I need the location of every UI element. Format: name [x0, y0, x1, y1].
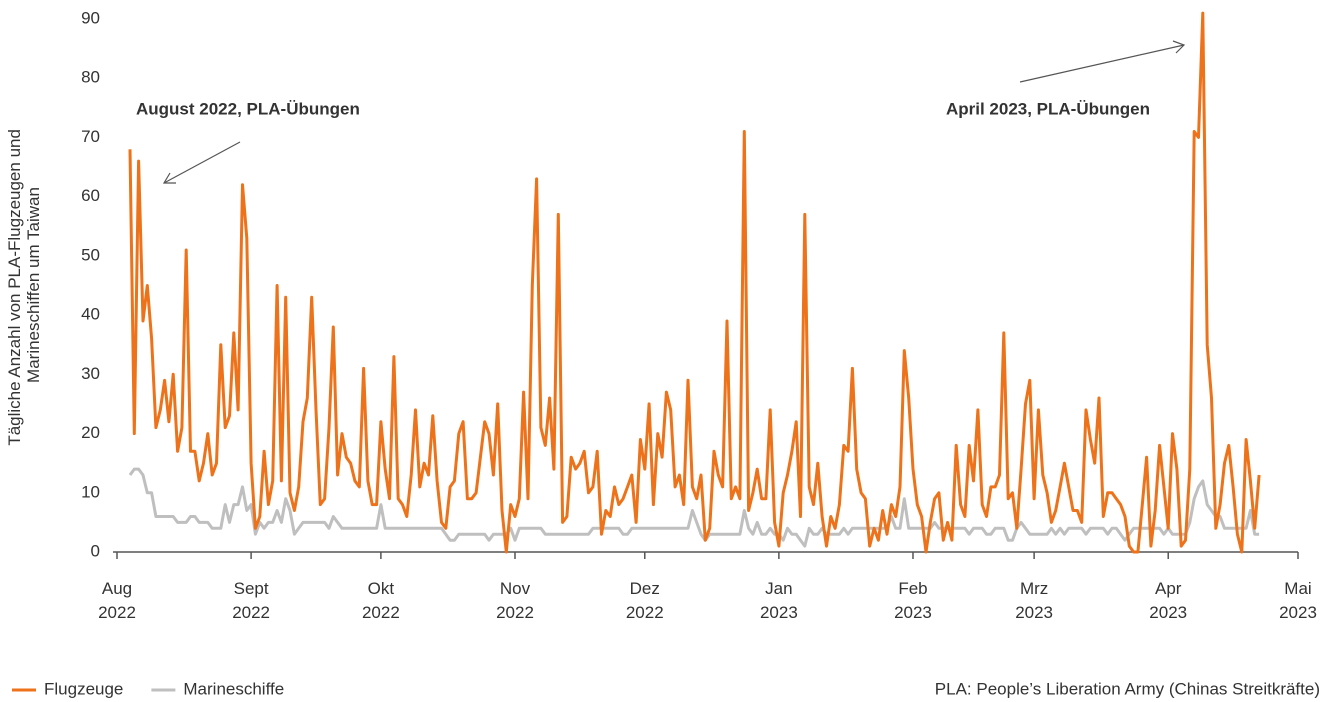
x-tick-label: Apr 2023	[1149, 579, 1187, 622]
x-tick-label-line: Feb	[898, 579, 927, 598]
y-tick-label: 30	[81, 364, 100, 383]
y-tick-label: 70	[81, 127, 100, 146]
legend-label: Flugzeuge	[44, 679, 123, 698]
x-tick-label-line: 2022	[232, 603, 270, 622]
x-tick-label-line: Mrz	[1020, 579, 1048, 598]
x-tick-label: Mai 2023	[1279, 579, 1317, 622]
y-tick-label: 20	[81, 423, 100, 442]
x-tick-label-line: Okt	[368, 579, 395, 598]
annotation-arrow	[1019, 44, 1185, 83]
series-line	[128, 11, 1261, 554]
x-tick-label: Feb 2023	[894, 579, 932, 622]
x-tick-label-line: 2023	[1149, 603, 1187, 622]
x-tick-label-line: Apr	[1155, 579, 1182, 598]
x-tick-label-line: 2023	[1015, 603, 1053, 622]
x-tick-label-line: 2023	[894, 603, 932, 622]
x-tick-label: Jan 2023	[760, 579, 798, 622]
y-axis-label-line: Marineschiffen um Taiwan	[24, 187, 43, 383]
y-tick-label: 80	[81, 68, 100, 87]
y-axis-label: Tägliche Anzahl von PLA-Flugzeugen und M…	[5, 124, 43, 445]
x-tick-label-line: 2023	[1279, 603, 1317, 622]
y-axis-label-line: Tägliche Anzahl von PLA-Flugzeugen und	[5, 129, 24, 446]
x-tick-label-line: Nov	[500, 579, 531, 598]
y-tick-label: 90	[81, 8, 100, 27]
x-tick-label: Okt 2022	[362, 579, 400, 622]
x-tick-label: Mrz 2023	[1015, 579, 1053, 622]
x-tick-label: Dez 2022	[626, 579, 664, 622]
x-tick-label-line: 2022	[496, 603, 534, 622]
x-tick-label-line: 2022	[98, 603, 136, 622]
y-tick-label: 0	[91, 541, 100, 560]
annotation: August 2022, PLA-Übungen	[136, 99, 360, 118]
annotation-arrow	[163, 141, 241, 184]
y-tick-label: 60	[81, 186, 100, 205]
x-tick-label-line: Dez	[630, 579, 660, 598]
x-tick-label: Nov 2022	[496, 579, 534, 622]
y-tick-label: 50	[81, 245, 100, 264]
x-tick-label-line: 2022	[626, 603, 664, 622]
annotation: April 2023, PLA-Übungen	[946, 99, 1150, 118]
legend-label: Marineschiffe	[183, 679, 284, 698]
footnote: PLA: People’s Liberation Army (Chinas St…	[935, 679, 1320, 698]
x-tick-label-line: Sept	[234, 579, 269, 598]
x-tick-label-line: Aug	[102, 579, 132, 598]
x-tick-label: Sept 2022	[232, 579, 270, 622]
annotation-arrowhead	[162, 172, 176, 184]
y-tick-label: 40	[81, 305, 100, 324]
x-tick-label-line: 2022	[362, 603, 400, 622]
annotation-arrowhead	[1172, 40, 1186, 54]
y-tick-label: 10	[81, 482, 100, 501]
x-tick-label: Aug 2022	[98, 579, 136, 622]
x-tick-label-line: 2023	[760, 603, 798, 622]
x-tick-label-line: Mai	[1284, 579, 1311, 598]
x-tick-label-line: Jan	[765, 579, 792, 598]
series-line	[128, 467, 1260, 548]
